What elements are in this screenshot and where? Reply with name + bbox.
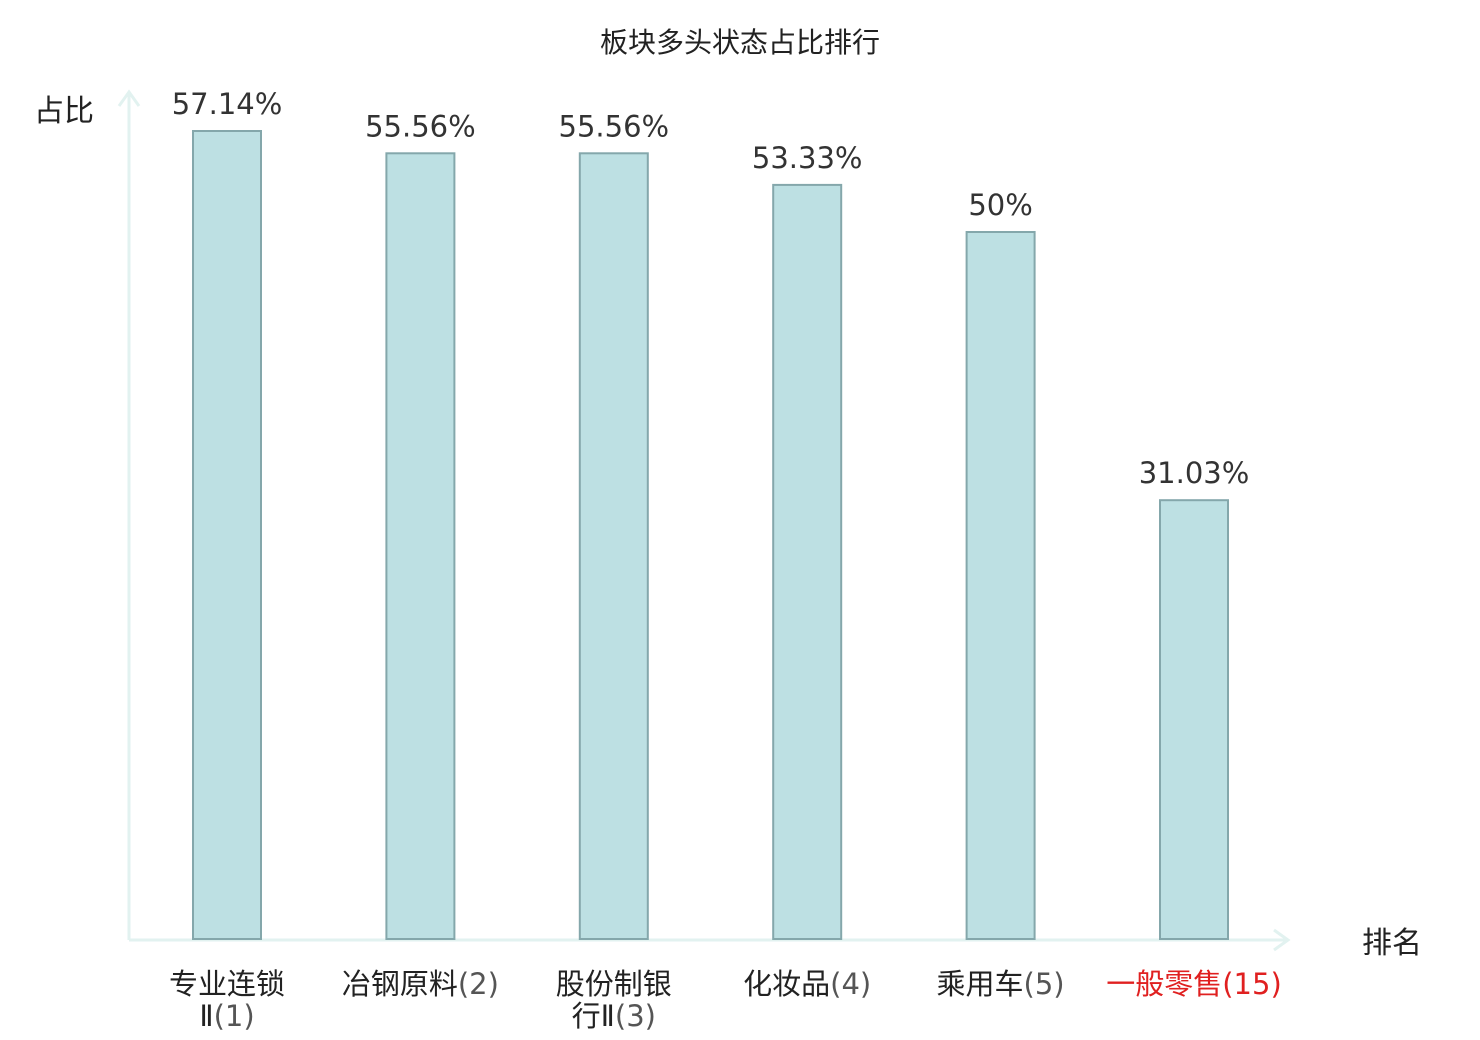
bar (192, 130, 262, 940)
value-label: 57.14% (172, 87, 283, 121)
x-tick-label: 一般零售(15) (1106, 967, 1282, 1001)
value-label: 53.33% (752, 141, 863, 175)
bars-group (192, 130, 1229, 941)
value-label: 31.03% (1139, 456, 1250, 490)
x-tick-label: Ⅱ(1) (199, 999, 254, 1033)
bar (578, 152, 649, 941)
x-tick-label: 乘用车(5) (937, 967, 1065, 1001)
y-axis-title: 占比 (34, 94, 94, 129)
value-label: 50% (968, 188, 1032, 222)
bar (385, 152, 456, 941)
x-tick-label: 专业连锁 (169, 967, 285, 1001)
x-axis-title: 排名 (1362, 926, 1422, 961)
x-tick-label: 化妆品(4) (743, 967, 871, 1001)
bar (772, 183, 843, 940)
bar (965, 231, 1036, 940)
chart-title: 板块多头状态占比排行 (600, 26, 880, 59)
x-tick-label: 股份制银 (556, 967, 672, 1001)
x-tick-label: 冶钢原料(2) (342, 967, 499, 1001)
value-label: 55.56% (559, 109, 670, 143)
x-axis-arrow (1273, 928, 1291, 952)
x-tick-label: 行Ⅱ(3) (572, 999, 656, 1033)
bar (1159, 499, 1229, 940)
y-axis-arrow (117, 89, 141, 107)
value-label: 55.56% (365, 109, 476, 143)
value-labels-group: 57.14% 55.56% 55.56% 53.33% 50% 31.03% (172, 87, 1250, 490)
axes (117, 89, 1291, 952)
